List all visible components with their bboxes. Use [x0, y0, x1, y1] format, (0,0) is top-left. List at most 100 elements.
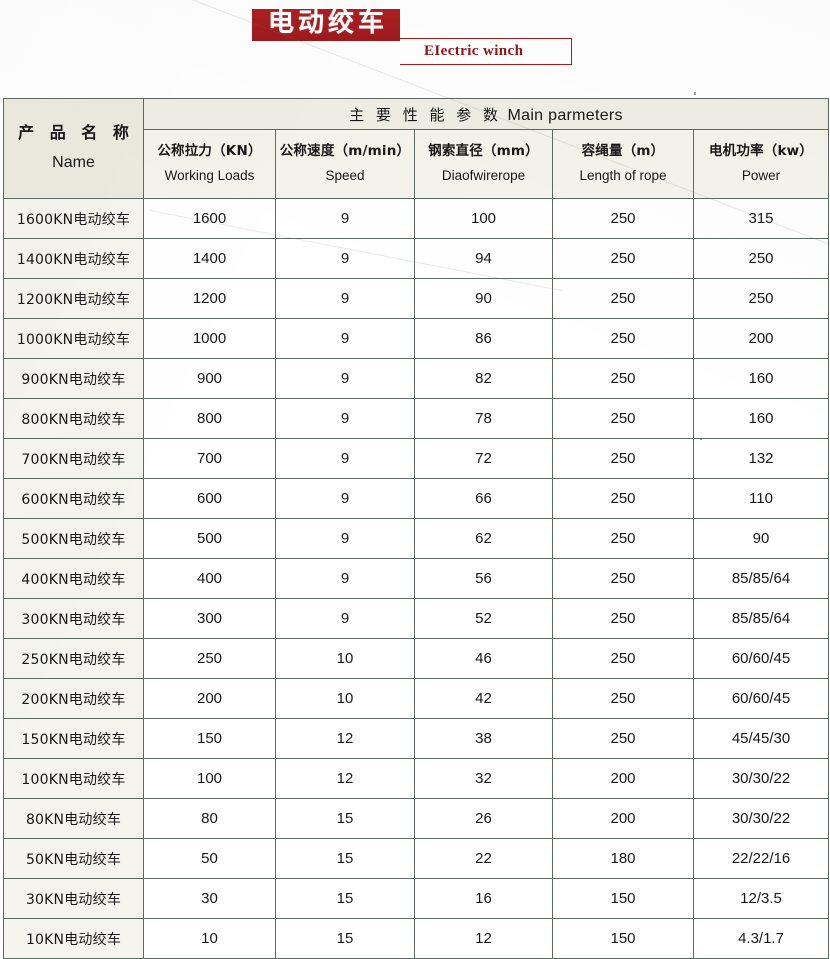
row-cell-name: 50KN电动绞车	[3, 838, 144, 879]
table-row: 80KN电动绞车 80 15 26 200 30/30/22	[3, 798, 830, 839]
row-cell-name: 1400KN电动绞车	[3, 238, 144, 279]
table-row: 800KN电动绞车 800 9 78 250 160	[3, 398, 830, 439]
row-cell-speed: 9	[275, 318, 415, 359]
row-cell-diameter: 86	[414, 318, 553, 359]
row-cell-speed: 9	[275, 398, 415, 439]
row-cell-working-load: 30	[143, 878, 276, 919]
row-cell-power: 30/30/22	[692, 758, 830, 799]
name-column-header: 产 品 名 称 Name	[3, 98, 144, 199]
row-cell-name: 10KN电动绞车	[3, 918, 144, 959]
row-cell-power: 160	[692, 398, 830, 439]
row-cell-diameter: 42	[414, 678, 553, 719]
row-cell-diameter: 26	[414, 798, 553, 839]
column-header-working-loads: 公称拉力（KN） Working Loads	[143, 129, 276, 199]
row-cell-working-load: 1000	[143, 318, 276, 359]
row-cell-diameter: 62	[414, 518, 553, 559]
row-cell-speed: 9	[275, 358, 415, 399]
row-cell-diameter: 72	[414, 438, 553, 479]
row-cell-name: 400KN电动绞车	[3, 558, 144, 599]
column-header-en: Diaofwirerope	[441, 168, 526, 183]
row-cell-diameter: 38	[414, 718, 553, 759]
row-cell-speed: 15	[275, 798, 415, 839]
column-header-cn: 公称速度（m/min）	[279, 143, 411, 160]
row-cell-length: 250	[552, 198, 694, 239]
row-cell-name: 800KN电动绞车	[3, 398, 144, 439]
row-cell-diameter: 46	[414, 638, 553, 679]
row-cell-diameter: 78	[414, 398, 553, 439]
row-cell-speed: 9	[275, 598, 415, 639]
row-cell-name: 100KN电动绞车	[3, 758, 144, 799]
row-cell-diameter: 16	[414, 878, 553, 919]
row-cell-length: 250	[552, 678, 694, 719]
scan-artifact-speck	[694, 92, 696, 95]
row-cell-working-load: 80	[143, 798, 276, 839]
row-cell-name: 300KN电动绞车	[3, 598, 144, 639]
row-cell-power: 160	[692, 358, 830, 399]
row-cell-length: 250	[552, 478, 694, 519]
row-cell-working-load: 1400	[143, 238, 276, 279]
table-row: 900KN电动绞车 900 9 82 250 160	[3, 358, 830, 399]
name-header-cn: 产 品 名 称	[18, 123, 134, 143]
row-cell-speed: 15	[275, 878, 415, 919]
row-cell-name: 600KN电动绞车	[3, 478, 144, 519]
row-cell-name: 1600KN电动绞车	[3, 198, 144, 239]
row-cell-length: 200	[552, 758, 694, 799]
row-cell-power: 200	[692, 318, 830, 359]
row-cell-length: 250	[552, 438, 694, 479]
column-header-cn: 电机功率（kw）	[708, 143, 814, 160]
row-cell-power: 110	[692, 478, 830, 519]
row-cell-length: 200	[552, 798, 694, 839]
table-row: 700KN电动绞车 700 9 72 250 132	[3, 438, 830, 479]
row-cell-diameter: 22	[414, 838, 553, 879]
row-cell-length: 250	[552, 598, 694, 639]
row-cell-name: 200KN电动绞车	[3, 678, 144, 719]
row-cell-power: 22/22/16	[692, 838, 830, 879]
row-cell-speed: 10	[275, 678, 415, 719]
table-row: 1200KN电动绞车 1200 9 90 250 250	[3, 278, 830, 319]
column-header-row: 公称拉力（KN） Working Loads 公称速度（m/min） Speed…	[4, 129, 830, 199]
table-row: 300KN电动绞车 300 9 52 250 85/85/64	[3, 598, 830, 639]
row-cell-speed: 9	[275, 558, 415, 599]
row-cell-power: 250	[692, 278, 830, 319]
row-cell-power: 30/30/22	[692, 798, 830, 839]
row-cell-diameter: 82	[414, 358, 553, 399]
table-row: 500KN电动绞车 500 9 62 250 90	[3, 518, 830, 559]
group-header-row: 产 品 名 称 Name 主 要 性 能 参 数 Main parmeters	[3, 98, 830, 199]
row-cell-diameter: 12	[414, 918, 553, 959]
row-cell-name: 30KN电动绞车	[3, 878, 144, 919]
row-cell-speed: 10	[275, 638, 415, 679]
row-cell-name: 1200KN电动绞车	[3, 278, 144, 319]
row-cell-working-load: 600	[143, 478, 276, 519]
table-body: 1600KN电动绞车 1600 9 100 250 315 1400KN电动绞车 1400 9 9…	[3, 198, 830, 959]
row-cell-diameter: 56	[414, 558, 553, 599]
table-row: 1000KN电动绞车 1000 9 86 250 200	[3, 318, 830, 359]
table-row: 200KN电动绞车 200 10 42 250 60/60/45	[3, 678, 830, 719]
product-title-en: EIectric winch	[424, 43, 524, 59]
spec-table-container: 产 品 名 称 Name 主 要 性 能 参 数 Main parmeters 公…	[3, 98, 830, 959]
row-cell-name: 80KN电动绞车	[3, 798, 144, 839]
row-cell-length: 250	[552, 398, 694, 439]
row-cell-power: 12/3.5	[692, 878, 830, 919]
row-cell-working-load: 900	[143, 358, 276, 399]
row-cell-power: 85/85/64	[692, 558, 830, 599]
column-header-cn: 公称拉力（KN）	[157, 143, 262, 160]
row-cell-speed: 9	[275, 438, 415, 479]
column-header-speed: 公称速度（m/min） Speed	[275, 129, 415, 199]
row-cell-power: 45/45/30	[692, 718, 830, 759]
row-cell-speed: 9	[275, 198, 415, 239]
row-cell-length: 180	[552, 838, 694, 879]
row-cell-length: 250	[552, 358, 694, 399]
table-row: 1400KN电动绞车 1400 9 94 250 250	[3, 238, 830, 279]
table-row: 10KN电动绞车 10 15 12 150 4.3/1.7	[3, 918, 830, 959]
row-cell-speed: 9	[275, 278, 415, 319]
row-cell-working-load: 500	[143, 518, 276, 559]
table-row: 250KN电动绞车 250 10 46 250 60/60/45	[3, 638, 830, 679]
row-cell-power: 60/60/45	[692, 678, 830, 719]
row-cell-speed: 12	[275, 758, 415, 799]
row-cell-speed: 15	[275, 838, 415, 879]
row-cell-power: 250	[692, 238, 830, 279]
row-cell-name: 150KN电动绞车	[3, 718, 144, 759]
row-cell-speed: 12	[275, 718, 415, 759]
column-header-power: 电机功率（kw） Power	[692, 129, 830, 199]
row-cell-name: 700KN电动绞车	[3, 438, 144, 479]
